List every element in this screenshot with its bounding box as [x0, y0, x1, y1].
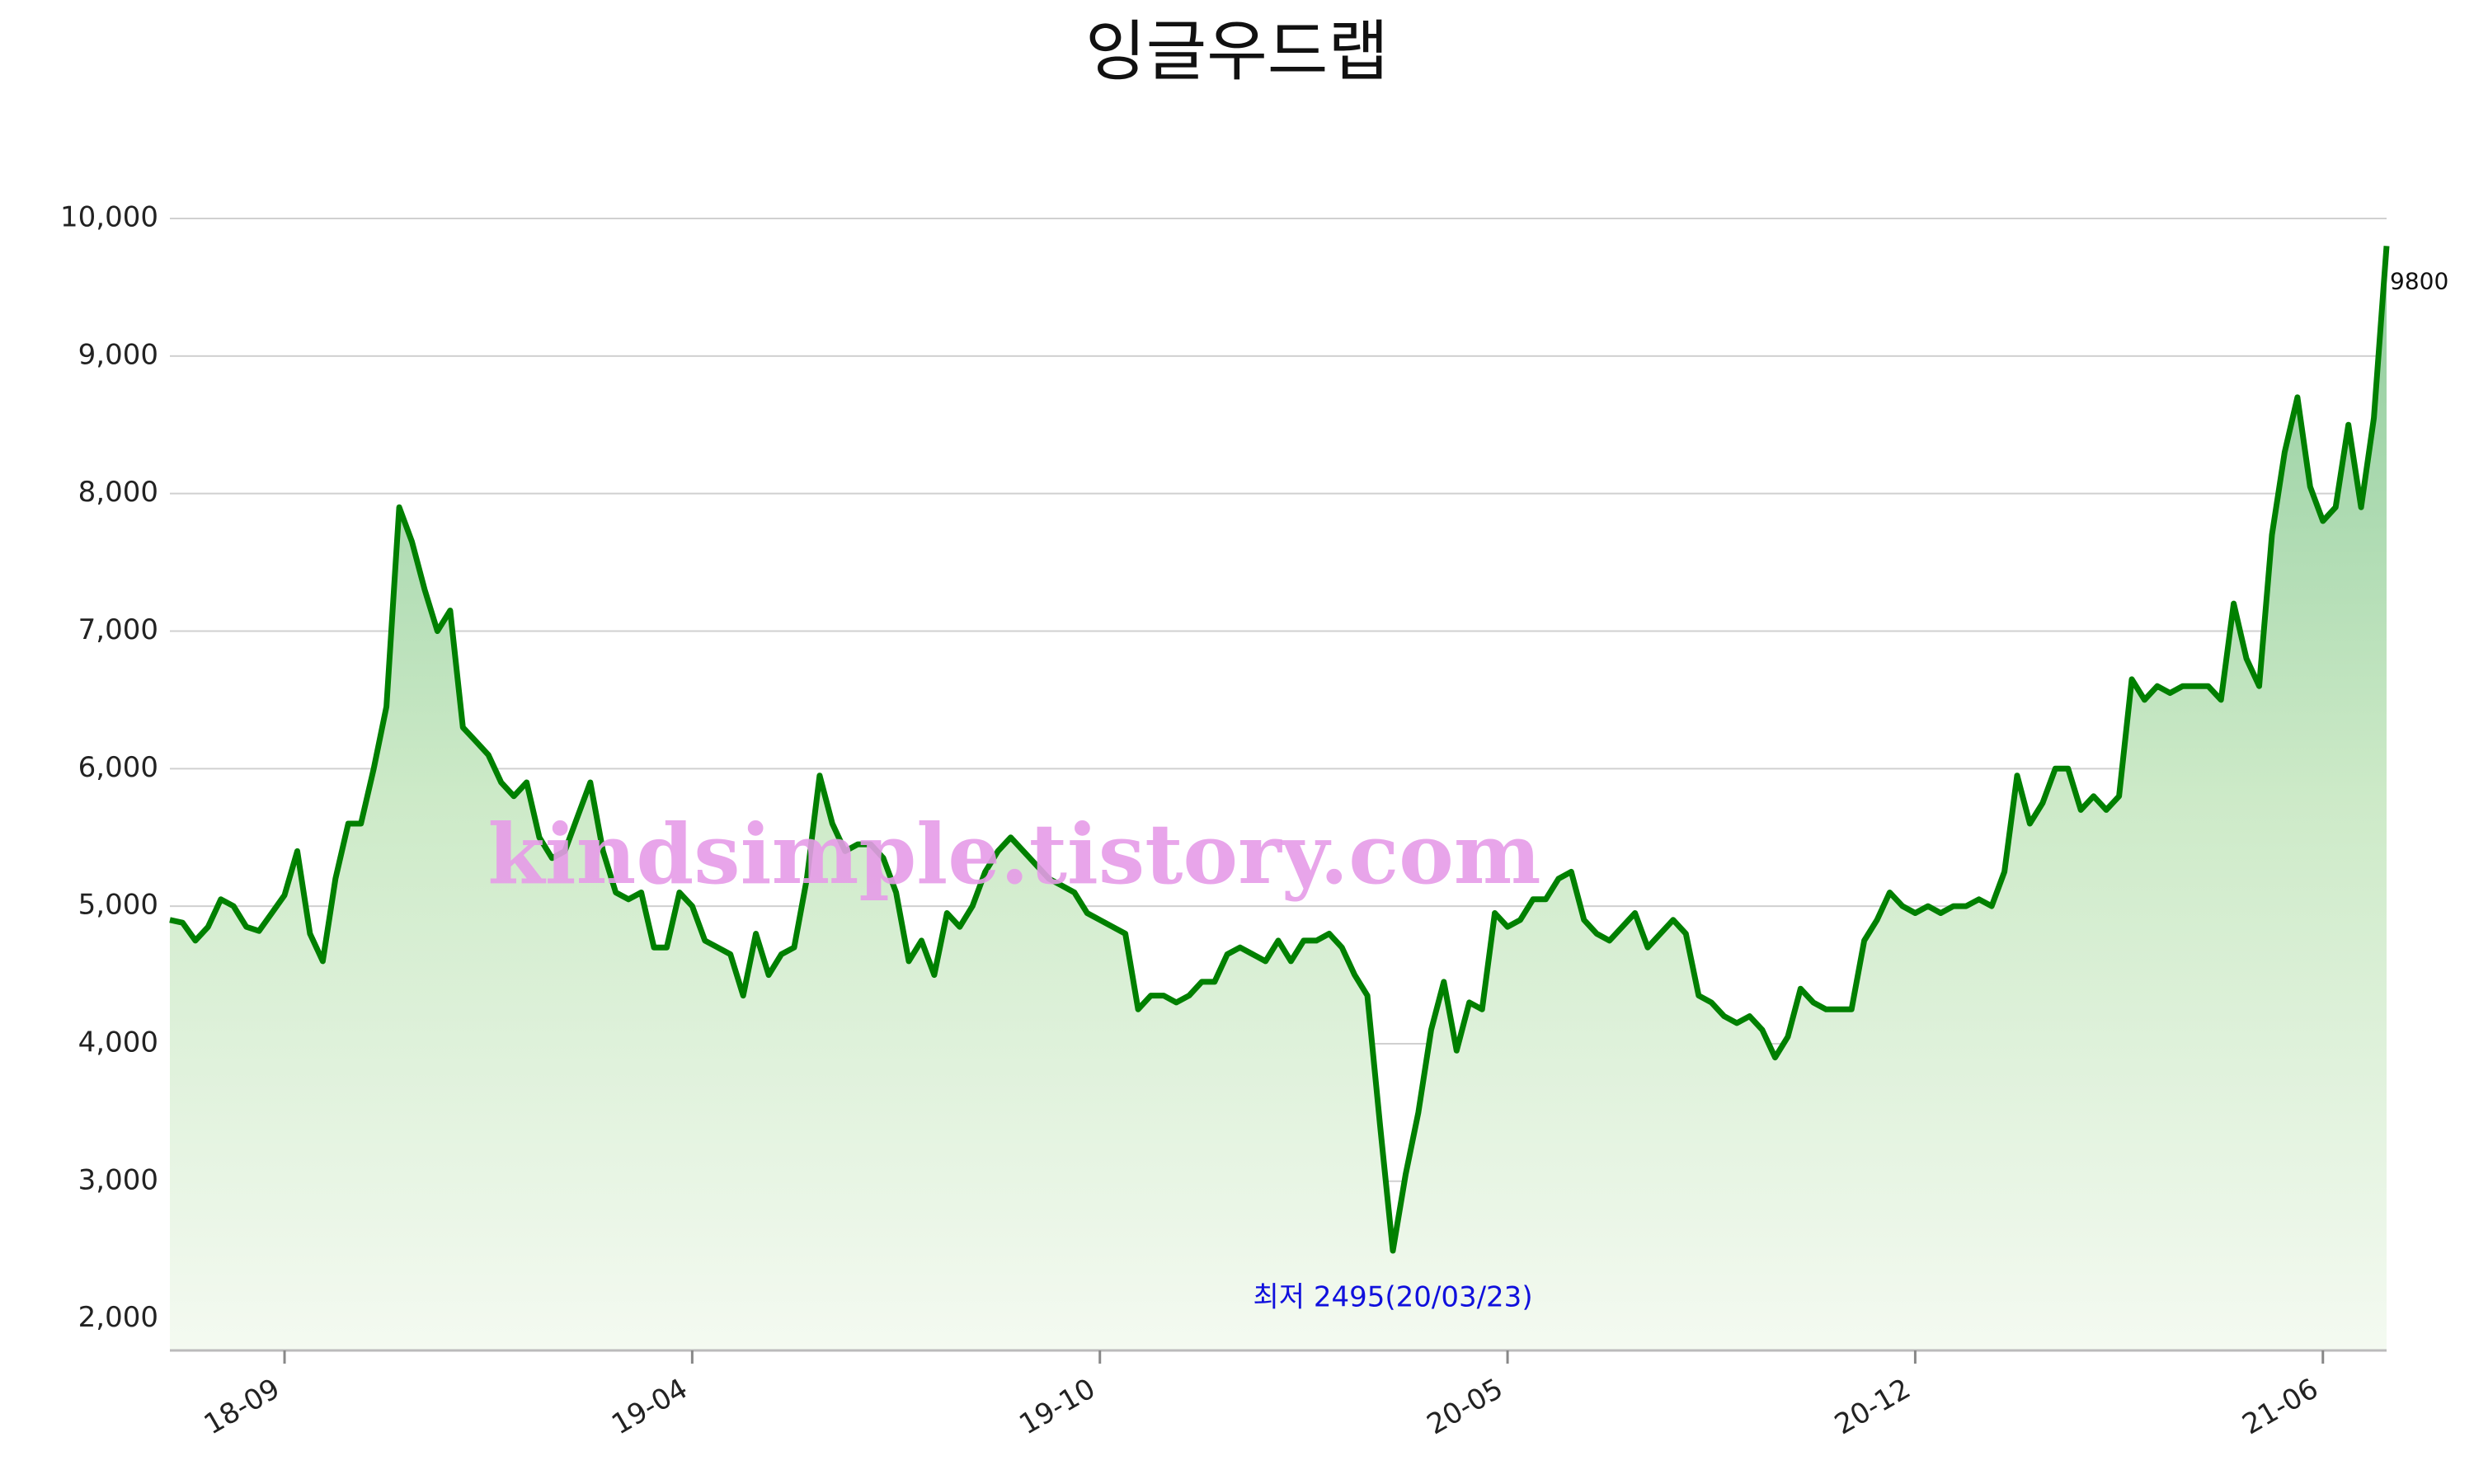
y-tick-label: 10,000: [60, 201, 158, 234]
y-tick-label: 8,000: [78, 476, 158, 509]
y-tick-label: 7,000: [78, 613, 158, 646]
x-tick-label: 20-05: [1422, 1372, 1509, 1441]
y-tick-label: 9,000: [78, 338, 158, 371]
annotation: 최저 2495(20/03/23): [1253, 1281, 1532, 1314]
x-tick-label: 19-10: [1014, 1372, 1101, 1441]
y-tick-label: 6,000: [78, 751, 158, 784]
x-tick-label: 18-09: [199, 1372, 286, 1441]
area: [170, 246, 2387, 1350]
y-tick-label: 4,000: [78, 1026, 158, 1059]
x-tick-label: 19-04: [606, 1372, 694, 1441]
value-label: 9800: [2390, 267, 2448, 294]
y-tick-label: 5,000: [78, 889, 158, 922]
x-tick-label: 21-06: [2236, 1372, 2324, 1441]
watermark: kindsimple.tistory.com: [487, 805, 1540, 903]
x-tick-label: 20-12: [1829, 1372, 1917, 1441]
y-tick-label: 3,000: [78, 1163, 158, 1196]
y-tick-label: 2,000: [78, 1301, 158, 1334]
line: [169, 246, 2390, 1254]
chart-title: 잉글우드랩: [1085, 13, 1389, 90]
